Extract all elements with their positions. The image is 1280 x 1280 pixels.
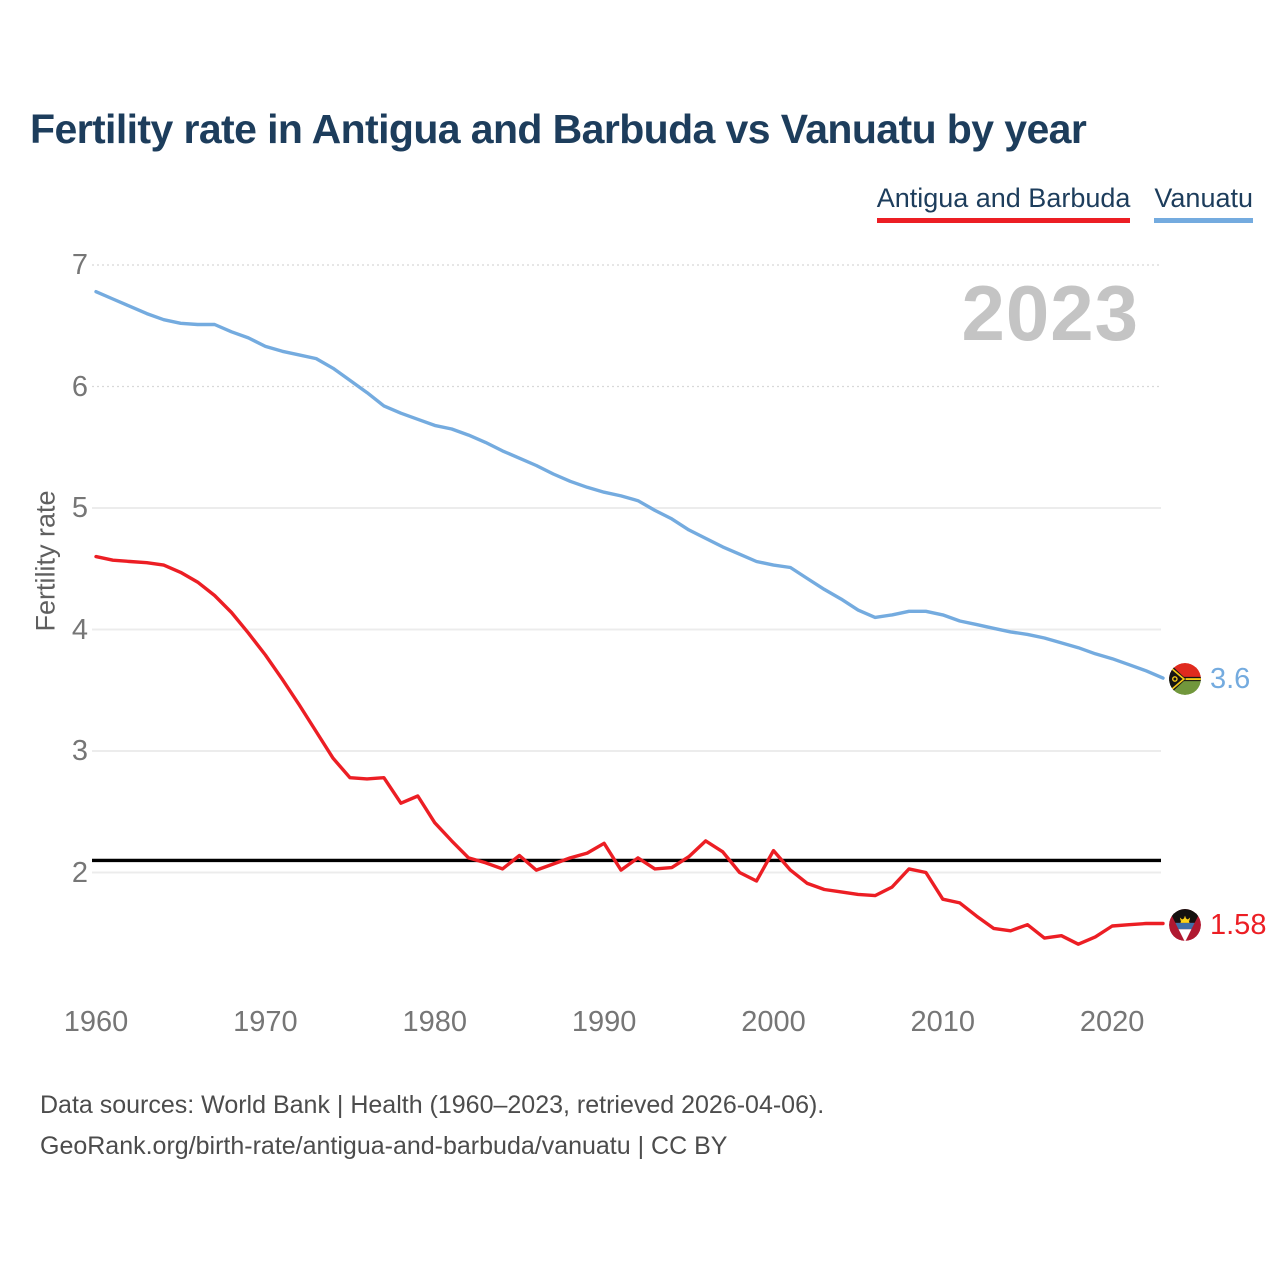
- end-value-antigua-and-barbuda: 1.58: [1210, 909, 1267, 941]
- x-tick-1980: 1980: [402, 1006, 467, 1038]
- footer-attribution: GeoRank.org/birth-rate/antigua-and-barbu…: [40, 1132, 728, 1160]
- end-label-vanuatu: 3.6: [1169, 663, 1250, 695]
- legend-item-antigua-and-barbuda[interactable]: Antigua and Barbuda: [876, 183, 1131, 223]
- legend-label-antigua-and-barbuda: Antigua and Barbuda: [876, 183, 1131, 213]
- antigua-and-barbuda-flag-icon: [1169, 909, 1201, 941]
- y-tick-4: 4: [71, 613, 88, 646]
- legend-label-vanuatu: Vanuatu: [1154, 183, 1253, 213]
- page-title: Fertility rate in Antigua and Barbuda vs…: [30, 106, 1087, 152]
- y-axis-title: Fertility rate: [30, 490, 61, 632]
- series-line-antigua-and-barbuda: [94, 554, 1165, 946]
- y-tick-7: 7: [71, 249, 88, 281]
- footer: Data sources: World Bank | Health (1960–…: [40, 1085, 824, 1167]
- legend: Antigua and Barbuda Vanuatu: [876, 183, 1253, 223]
- y-tick-2: 2: [71, 856, 88, 889]
- x-tick-1960: 1960: [63, 1006, 129, 1038]
- x-tick-1970: 1970: [233, 1006, 298, 1038]
- y-tick-5: 5: [71, 492, 88, 524]
- end-label-antigua-and-barbuda: 1.58: [1169, 909, 1266, 941]
- legend-item-vanuatu[interactable]: Vanuatu: [1154, 183, 1253, 223]
- x-tick-2020: 2020: [1079, 1006, 1145, 1038]
- y-tick-6: 6: [71, 370, 88, 403]
- footer-sources: Data sources: World Bank | Health (1960–…: [40, 1091, 825, 1119]
- x-tick-1990: 1990: [571, 1006, 637, 1038]
- x-tick-2010: 2010: [910, 1006, 976, 1038]
- x-tick-2000: 2000: [741, 1006, 806, 1038]
- watermark-year: 2023: [961, 269, 1139, 357]
- end-value-vanuatu: 3.6: [1210, 663, 1251, 695]
- vanuatu-flag-icon: [1169, 663, 1201, 695]
- y-tick-3: 3: [71, 735, 88, 767]
